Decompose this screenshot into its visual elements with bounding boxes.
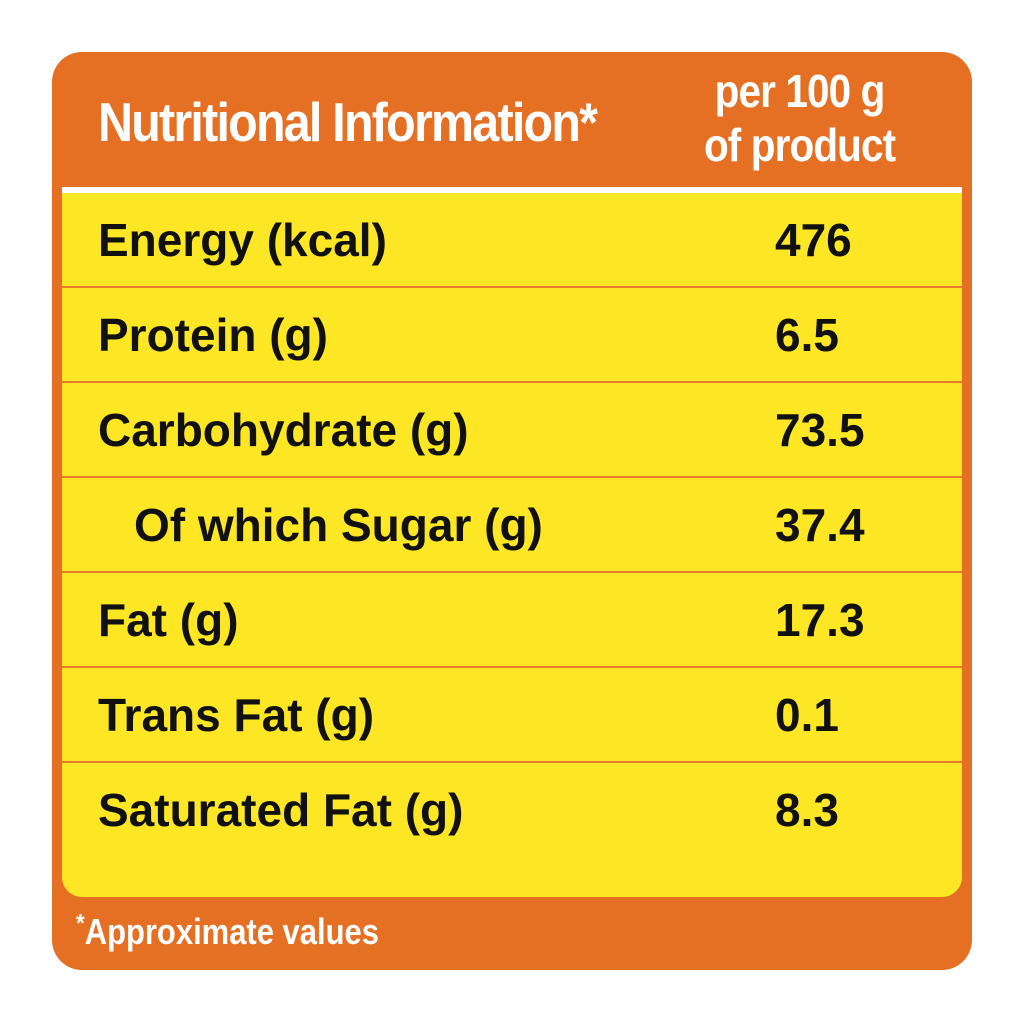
row-label: Energy (kcal) bbox=[98, 214, 387, 266]
row-value: 6.5 bbox=[775, 309, 839, 361]
per-label-line1: per 100 g bbox=[714, 65, 886, 117]
table-row-energy: Energy (kcal) 476 bbox=[62, 193, 962, 288]
table-row-carbohydrate: Carbohydrate (g) 73.5 bbox=[62, 383, 962, 478]
row-value: 73.5 bbox=[775, 404, 865, 456]
row-label: Carbohydrate (g) bbox=[98, 404, 469, 456]
row-label: Trans Fat (g) bbox=[98, 689, 375, 741]
table-row-trans-fat: Trans Fat (g) 0.1 bbox=[62, 668, 962, 763]
footnote-text: Approximate values bbox=[84, 911, 379, 952]
table-row-protein: Protein (g) 6.5 bbox=[62, 288, 962, 383]
nutrition-table: Energy (kcal) 476 Protein (g) 6.5 Carboh… bbox=[62, 187, 962, 897]
nutrition-header: Nutritional Information* per 100 g of pr… bbox=[52, 52, 972, 182]
per-label-line2: of product bbox=[703, 119, 896, 171]
row-label: Protein (g) bbox=[98, 309, 328, 361]
row-value: 37.4 bbox=[775, 499, 865, 551]
row-value: 476 bbox=[775, 214, 852, 266]
table-row-sugar: Of which Sugar (g) 37.4 bbox=[62, 478, 962, 573]
footnote: *Approximate values bbox=[76, 910, 379, 954]
panel-title: Nutritional Information* bbox=[98, 91, 598, 153]
row-label: Of which Sugar (g) bbox=[134, 499, 543, 551]
footnote-asterisk: * bbox=[76, 908, 85, 938]
table-row-saturated-fat: Saturated Fat (g) 8.3 bbox=[62, 763, 962, 858]
nutrition-panel: Nutritional Information* per 100 g of pr… bbox=[52, 52, 972, 970]
row-value: 0.1 bbox=[775, 689, 839, 741]
per-100g-label: per 100 g of product bbox=[685, 64, 914, 172]
table-row-fat: Fat (g) 17.3 bbox=[62, 573, 962, 668]
row-value: 8.3 bbox=[775, 784, 839, 836]
row-label: Fat (g) bbox=[98, 594, 239, 646]
row-value: 17.3 bbox=[775, 594, 865, 646]
row-label: Saturated Fat (g) bbox=[98, 784, 464, 836]
